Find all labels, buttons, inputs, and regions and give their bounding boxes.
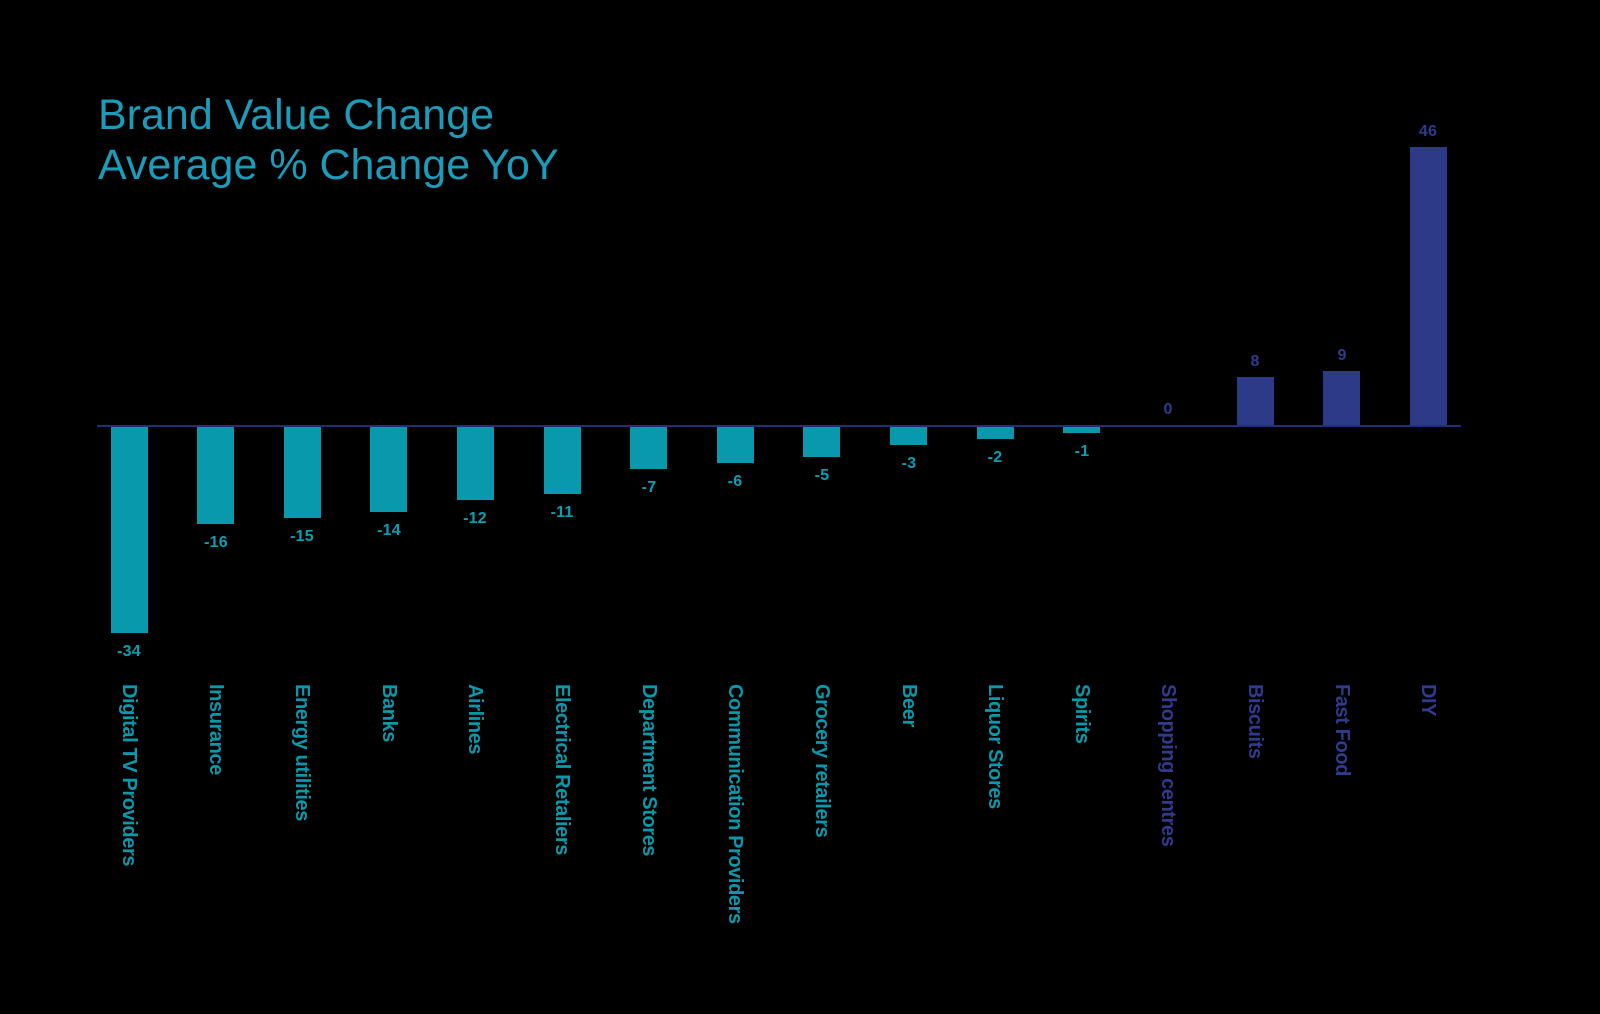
bar-spirits [1063,427,1100,433]
value-label: 0 [1163,401,1173,418]
category-label: Digital TV Providers [118,684,140,867]
bar-diy [1410,147,1447,425]
category-label: Shopping centres [1157,684,1179,847]
value-label: -34 [117,643,141,660]
category-label: Energy utilities [291,684,313,821]
bar-fast-food [1323,371,1360,425]
category-label: Airlines [464,684,486,755]
value-label: 9 [1337,347,1347,364]
x-axis-zero-line [97,425,1461,427]
bar-electrical-retaliers [544,427,581,494]
value-label: -16 [204,534,228,551]
value-label: -12 [463,510,487,527]
category-label: Insurance [205,684,227,775]
bar-digital-tv-providers [111,427,148,633]
bar-department-stores [630,427,667,469]
category-label: DIY [1417,684,1439,717]
bar-liquor-stores [977,427,1014,439]
value-label: -11 [550,504,574,521]
category-label: Department Stores [638,684,660,857]
bar-grocery-retailers [803,427,840,457]
bar-banks [370,427,407,512]
bar-insurance [197,427,234,524]
category-label: Liquor Stores [984,684,1006,809]
category-label: Communication Providers [724,684,746,924]
value-label: -14 [377,522,401,539]
value-label: 8 [1250,353,1260,370]
value-label: -3 [901,455,917,472]
value-label: -1 [1074,443,1090,460]
category-label: Electrical Retaliers [551,684,573,855]
category-label: Banks [378,684,400,743]
value-label: -6 [727,473,743,490]
category-label: Fast Food [1331,684,1353,776]
value-label: 46 [1418,123,1438,140]
category-label: Beer [898,684,920,727]
bar-airlines [457,427,494,500]
value-label: -5 [814,467,830,484]
category-label: Grocery retailers [811,684,833,838]
value-label: -15 [290,528,314,545]
category-label: Biscuits [1244,684,1266,759]
bar-beer [890,427,927,445]
bar-communication-providers [717,427,754,463]
bar-biscuits [1237,377,1274,425]
value-label: -7 [641,479,657,496]
category-label: Spirits [1071,684,1093,744]
chart-title: Brand Value Change Average % Change YoY [98,91,559,189]
bar-energy-utilities [284,427,321,518]
value-label: -2 [987,449,1003,466]
